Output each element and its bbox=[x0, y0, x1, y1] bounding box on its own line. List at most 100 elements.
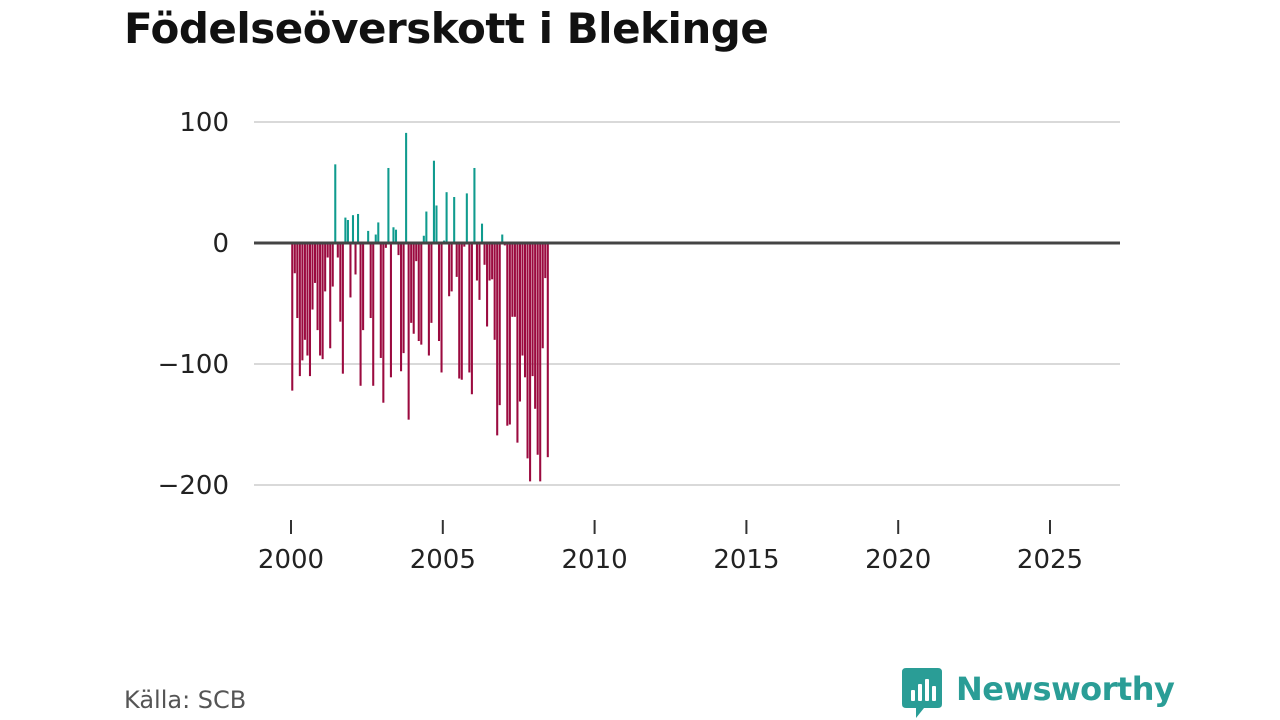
bar bbox=[480, 223, 484, 243]
bar bbox=[448, 243, 451, 297]
bar bbox=[458, 243, 461, 379]
y-axis-labels: 100 0 −100 −200 bbox=[158, 108, 229, 501]
brand-name: Newsworthy bbox=[956, 670, 1175, 708]
bar bbox=[422, 235, 425, 243]
bar bbox=[513, 243, 516, 317]
bar bbox=[463, 243, 466, 247]
y-tick-label: 100 bbox=[179, 108, 229, 138]
bar bbox=[369, 243, 372, 319]
bar bbox=[314, 243, 317, 283]
bar bbox=[308, 243, 312, 377]
bar-chart-speech-bubble-icon bbox=[902, 668, 942, 718]
bar bbox=[311, 243, 314, 310]
bar bbox=[445, 192, 448, 243]
bar bbox=[450, 243, 453, 292]
bar bbox=[501, 234, 504, 243]
bar bbox=[341, 243, 344, 374]
bar bbox=[536, 243, 539, 455]
bar bbox=[384, 243, 387, 248]
bar bbox=[354, 243, 357, 275]
bar bbox=[506, 243, 509, 426]
bar bbox=[544, 243, 547, 279]
bar bbox=[529, 243, 532, 482]
bar bbox=[453, 197, 456, 243]
y-tick-label: −100 bbox=[158, 350, 229, 380]
bar bbox=[367, 230, 370, 243]
bar bbox=[334, 164, 337, 243]
x-tick-label: 2000 bbox=[258, 545, 324, 575]
bar bbox=[541, 243, 544, 349]
bar bbox=[539, 243, 542, 482]
bar bbox=[405, 132, 408, 243]
bar bbox=[516, 243, 519, 443]
bar bbox=[425, 211, 428, 243]
bar bbox=[473, 167, 476, 243]
y-tick-label: 0 bbox=[212, 229, 229, 259]
bar bbox=[488, 243, 491, 281]
bar bbox=[410, 243, 413, 323]
bar bbox=[430, 243, 433, 323]
x-tick-label: 2005 bbox=[410, 545, 476, 575]
bar bbox=[483, 243, 486, 265]
bar bbox=[306, 243, 309, 356]
bar bbox=[387, 167, 390, 243]
bar bbox=[420, 243, 423, 345]
bar bbox=[508, 243, 511, 425]
bar bbox=[531, 243, 534, 377]
bar bbox=[382, 243, 385, 403]
bar bbox=[402, 243, 405, 354]
bar bbox=[534, 243, 537, 409]
bar bbox=[526, 243, 529, 459]
bars bbox=[291, 132, 549, 482]
bar bbox=[389, 243, 392, 378]
bar bbox=[496, 243, 499, 436]
bar bbox=[478, 243, 481, 300]
x-tick-label: 2010 bbox=[562, 545, 628, 575]
bar bbox=[296, 243, 299, 319]
x-tick-label: 2025 bbox=[1017, 545, 1083, 575]
bar bbox=[329, 243, 332, 349]
bar bbox=[465, 193, 468, 243]
bar bbox=[475, 243, 478, 281]
bar-chart: 100 0 −100 −200 2000 2005 2010 2015 2020 2025 bbox=[158, 108, 1120, 575]
bar bbox=[377, 222, 380, 243]
bar bbox=[303, 243, 306, 340]
bar bbox=[336, 243, 339, 258]
bar bbox=[379, 243, 382, 358]
bar bbox=[546, 243, 549, 458]
gridlines bbox=[254, 121, 1120, 486]
bar bbox=[372, 243, 375, 386]
bar bbox=[435, 205, 438, 243]
bar bbox=[486, 243, 489, 327]
bar bbox=[331, 243, 334, 287]
bar bbox=[470, 243, 473, 395]
x-tick-label: 2015 bbox=[713, 545, 779, 575]
bar bbox=[518, 243, 521, 402]
bar bbox=[346, 220, 349, 243]
y-tick-label: −200 bbox=[158, 471, 229, 501]
bar bbox=[437, 243, 441, 342]
bar bbox=[301, 243, 304, 361]
bar bbox=[521, 243, 524, 356]
bar bbox=[319, 243, 322, 356]
bar bbox=[321, 243, 324, 360]
bar bbox=[351, 215, 355, 243]
bar bbox=[339, 243, 342, 322]
bar bbox=[407, 243, 410, 420]
bar bbox=[394, 229, 398, 243]
bar bbox=[397, 243, 400, 256]
bar bbox=[491, 243, 494, 280]
bar bbox=[324, 243, 327, 292]
x-tick-label: 2020 bbox=[865, 545, 931, 575]
bar bbox=[417, 243, 420, 342]
x-axis: 2000 2005 2010 2015 2020 2025 bbox=[258, 520, 1083, 575]
bar bbox=[357, 213, 360, 243]
newsworthy-logo[interactable]: Newsworthy bbox=[902, 668, 1175, 720]
bar bbox=[362, 243, 365, 331]
bar bbox=[415, 243, 418, 262]
bar bbox=[344, 217, 347, 243]
bar bbox=[440, 243, 443, 373]
bar bbox=[468, 243, 471, 373]
bar bbox=[455, 243, 458, 277]
bar bbox=[460, 243, 463, 380]
